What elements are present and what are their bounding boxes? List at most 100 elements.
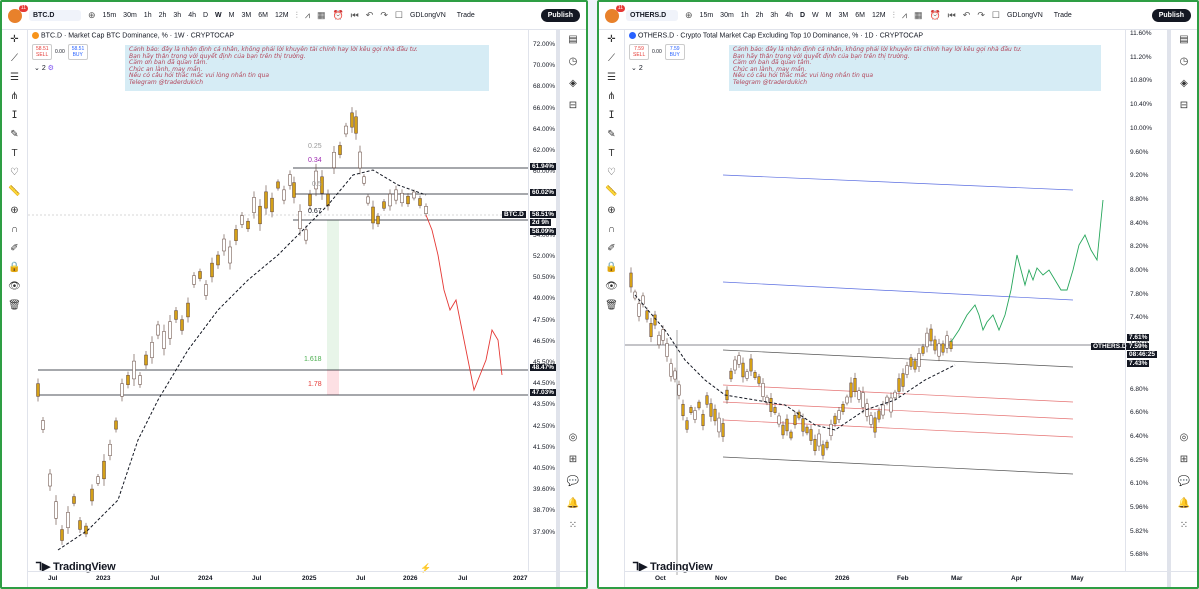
- lock-draw-icon[interactable]: ✐: [607, 243, 616, 254]
- tf-d[interactable]: D: [202, 12, 209, 19]
- tf-15m[interactable]: 15m: [102, 12, 117, 19]
- indicators-toggle[interactable]: ⌄ 2 ⚙: [34, 65, 54, 72]
- ruler-icon[interactable]: 📏: [605, 186, 618, 197]
- tf-w[interactable]: W: [215, 12, 222, 19]
- left-chart-area[interactable]: BTC.D · Market Cap BTC Dominance, % · 1W…: [28, 30, 528, 573]
- tf-w[interactable]: W: [812, 12, 819, 19]
- avatar[interactable]: 11: [8, 4, 28, 23]
- tf-2h[interactable]: 2h: [755, 12, 764, 19]
- symbol-search[interactable]: OTHERS.D: [626, 10, 678, 21]
- add-symbol-icon[interactable]: ⊕: [685, 10, 693, 20]
- crosshair-icon[interactable]: ✛: [10, 34, 19, 45]
- right-price-axis[interactable]: 11.60% 11.20% 10.80% 10.40% 10.00% 9.60% 9.20%…: [1125, 30, 1183, 571]
- left-chart-pane[interactable]: 11 BTC.D ⊕ 15m 30m 1h 2h 3h 4h D W M 3M …: [0, 0, 588, 589]
- horizontal-line-icon[interactable]: ☰: [607, 72, 616, 83]
- bell-icon[interactable]: 🔔: [1177, 498, 1191, 509]
- indicators-icon[interactable]: ⩘: [901, 10, 907, 20]
- tf-30m[interactable]: 30m: [123, 12, 137, 19]
- heart-icon[interactable]: ♡: [10, 167, 19, 178]
- candle-type-icon[interactable]: ⫶: [892, 10, 895, 20]
- clock-icon[interactable]: ◷: [1179, 56, 1189, 67]
- layout-icon[interactable]: ☐: [394, 10, 403, 20]
- layout-name[interactable]: GDLongVN: [1006, 12, 1043, 19]
- right-chart-pane[interactable]: 11 OTHERS.D ⊕ 15m 30m 1h 2h 3h 4h D W M …: [597, 0, 1199, 589]
- bell-icon[interactable]: 🔔: [566, 498, 580, 509]
- horizontal-line-icon[interactable]: ☰: [10, 72, 19, 83]
- pane-divider[interactable]: [588, 0, 597, 589]
- crosshair-icon[interactable]: ✛: [607, 34, 616, 45]
- tf-6m[interactable]: 6M: [855, 12, 865, 19]
- watchlist-icon[interactable]: ▤: [1179, 34, 1189, 45]
- alert-icon[interactable]: ⏰: [929, 10, 941, 20]
- tf-m[interactable]: M: [825, 12, 832, 19]
- left-price-axis[interactable]: 72.00% 70.00% 68.00% 66.00% 64.00% 62.00% 60.0…: [528, 30, 586, 571]
- ruler-icon[interactable]: 📏: [8, 186, 21, 197]
- undo-icon[interactable]: ↶: [365, 10, 374, 20]
- tf-4h[interactable]: 4h: [785, 12, 793, 19]
- grid-menu-icon[interactable]: ⁙: [568, 520, 578, 531]
- templates-icon[interactable]: ▦: [316, 10, 326, 20]
- layout-name[interactable]: GDLongVN: [409, 12, 446, 19]
- tf-2h[interactable]: 2h: [158, 12, 167, 19]
- indicators-toggle[interactable]: ⌄ 2: [631, 65, 643, 72]
- eye-icon[interactable]: 👁: [605, 281, 618, 292]
- alert-icon[interactable]: ⏰: [332, 10, 344, 20]
- left-time-axis[interactable]: Jul 2023 Jul 2024 Jul 2025 Jul 2026 Jul 2027: [28, 571, 586, 587]
- heart-icon[interactable]: ♡: [607, 167, 616, 178]
- tf-12m[interactable]: 12M: [274, 12, 289, 19]
- brush-icon[interactable]: ✎: [607, 129, 616, 140]
- magnet-icon[interactable]: ∩: [10, 224, 19, 235]
- replay-icon[interactable]: ⏮: [947, 10, 956, 20]
- trend-line-icon[interactable]: ⟋: [608, 53, 615, 64]
- magnet-icon[interactable]: ∩: [607, 224, 616, 235]
- right-chart-area[interactable]: OTHERS.D · Crypto Total Market Cap Exclu…: [625, 30, 1129, 575]
- tf-4h[interactable]: 4h: [188, 12, 196, 19]
- tf-12m[interactable]: 12M: [871, 12, 886, 19]
- avatar[interactable]: 11: [605, 4, 625, 23]
- notifications-icon[interactable]: 💬: [566, 476, 580, 487]
- target-icon[interactable]: ◎: [568, 432, 578, 443]
- templates-icon[interactable]: ▦: [913, 10, 923, 20]
- zoom-icon[interactable]: ⊕: [607, 205, 616, 216]
- redo-icon[interactable]: ↷: [977, 10, 985, 20]
- trade-button[interactable]: Trade: [456, 12, 475, 19]
- lock-draw-icon[interactable]: ✐: [10, 243, 19, 254]
- layout-icon[interactable]: ☐: [991, 10, 1000, 20]
- others-dominance-chart[interactable]: [625, 30, 1125, 575]
- pitchfork-icon[interactable]: ⋔: [607, 91, 616, 102]
- clock-icon[interactable]: ◷: [568, 56, 578, 67]
- tf-3m[interactable]: 3M: [241, 12, 252, 19]
- text-icon[interactable]: T: [11, 148, 18, 159]
- publish-button[interactable]: Publish: [540, 9, 580, 22]
- alerts-icon[interactable]: ⊟: [1179, 100, 1189, 111]
- tf-3h[interactable]: 3h: [173, 12, 182, 19]
- trash-icon[interactable]: 🗑: [8, 300, 21, 311]
- lightning-icon[interactable]: ⚡: [420, 563, 432, 573]
- eye-icon[interactable]: 👁: [8, 281, 21, 292]
- calculator-icon[interactable]: ⊞: [1179, 454, 1189, 465]
- buy-button[interactable]: 7.59 BUY: [664, 44, 685, 60]
- redo-icon[interactable]: ↷: [380, 10, 388, 20]
- tf-1h[interactable]: 1h: [740, 12, 749, 19]
- tf-1h[interactable]: 1h: [143, 12, 152, 19]
- layers-icon[interactable]: ◈: [569, 78, 577, 89]
- tf-6m[interactable]: 6M: [258, 12, 268, 19]
- calculator-icon[interactable]: ⊞: [568, 454, 578, 465]
- tf-3m[interactable]: 3M: [838, 12, 849, 19]
- trade-button[interactable]: Trade: [1053, 12, 1072, 19]
- candle-type-icon[interactable]: ⫶: [295, 10, 298, 20]
- brush-icon[interactable]: ✎: [10, 129, 19, 140]
- pattern-icon[interactable]: ⵊ: [11, 110, 18, 121]
- layers-icon[interactable]: ◈: [1180, 78, 1188, 89]
- replay-icon[interactable]: ⏮: [350, 10, 359, 20]
- tf-m[interactable]: M: [228, 12, 235, 19]
- tf-15m[interactable]: 15m: [699, 12, 714, 19]
- buy-button[interactable]: 58.51 BUY: [67, 44, 88, 60]
- symbol-search[interactable]: BTC.D: [29, 10, 81, 21]
- publish-button[interactable]: Publish: [1151, 9, 1191, 22]
- grid-menu-icon[interactable]: ⁙: [1179, 520, 1189, 531]
- tf-30m[interactable]: 30m: [720, 12, 734, 19]
- target-icon[interactable]: ◎: [1179, 432, 1189, 443]
- right-time-axis[interactable]: Oct Nov Dec 2026 Feb Mar Apr May: [625, 571, 1197, 587]
- undo-icon[interactable]: ↶: [962, 10, 971, 20]
